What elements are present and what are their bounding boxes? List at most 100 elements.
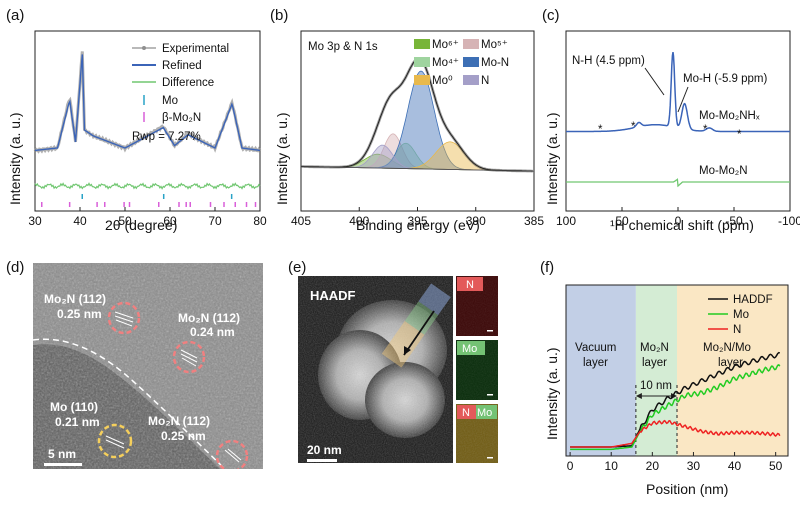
- star-3: *: [703, 124, 708, 136]
- legend-n-f: N: [733, 324, 741, 336]
- panel-d-label: (d): [6, 259, 24, 276]
- tem-circle-3: [97, 423, 133, 459]
- region-mo2n-line2: layer: [642, 357, 667, 369]
- tem-scale-label: 5 nm: [48, 447, 76, 461]
- panel-c-tick-label: 50: [615, 214, 629, 228]
- panel-b-legend: Mo⁶⁺ Mo⁵⁺ Mo⁴⁺ Mo-N Mo⁰ N: [414, 39, 509, 87]
- panel-f-tick-label: 10: [605, 459, 619, 473]
- haadf-scan-arrowhead: [404, 346, 411, 355]
- star-2: *: [631, 121, 636, 133]
- series-mo-mo2n: [566, 178, 790, 188]
- region-mo2nmo-line1: Mo₂N/Mo: [703, 342, 751, 354]
- region-vacuum-line1: Vacuum: [575, 342, 616, 354]
- panel-a-tick-label: 70: [208, 214, 222, 228]
- tem-ann-4-line1: Mo₂N (112): [148, 414, 210, 428]
- panel-a-xlabel: 2θ (degree): [105, 217, 177, 233]
- tem-ann-4-line2: 0.25 nm: [161, 429, 206, 443]
- tem-boundary-line: [33, 338, 226, 469]
- legend-mo0-swatch: [414, 75, 430, 85]
- region-1: [635, 285, 677, 456]
- haadf-linescan-box: [381, 283, 451, 368]
- tem-ann-2-line2: 0.24 nm: [190, 325, 235, 339]
- panel-e-label: (e): [288, 259, 306, 276]
- legend-mo-f: Mo: [733, 309, 749, 321]
- legend-difference: Difference: [162, 77, 214, 89]
- panel-c-label: (c): [542, 7, 560, 24]
- panel-b-xlabel: Binding energy (eV): [356, 217, 480, 233]
- legend-mo5-swatch: [463, 39, 479, 49]
- panel-b-ylabel: Intensity (a. u.): [274, 112, 290, 205]
- map-mo-label: Mo: [462, 343, 477, 355]
- panel-f-tick-label: 50: [769, 459, 783, 473]
- panel-f-plot: [566, 285, 788, 456]
- thickness-arrowhead-left: [635, 393, 642, 399]
- annotation-moh-pointer: [677, 86, 689, 113]
- tem-ann-1-line2: 0.25 nm: [57, 307, 102, 321]
- panel-c-tick-label: 0: [675, 214, 682, 228]
- annotation-moh: Mo-H (-5.9 ppm): [683, 73, 768, 85]
- series-difference: [34, 182, 261, 190]
- panel-e: (e) HAADF 20 nm N: [288, 259, 498, 463]
- series-label-mo-mo2n: Mo-Mo₂N: [699, 165, 748, 177]
- panel-f-label: (f): [540, 259, 554, 276]
- panel-c-tick-label: -100: [778, 214, 800, 228]
- legend-experimental-marker: [142, 46, 146, 50]
- panel-b-label: (b): [270, 7, 288, 24]
- tem-ann-1-line1: Mo₂N (112): [44, 292, 106, 306]
- panel-f-xticks: 0 10 20 30 40 50: [567, 452, 783, 473]
- legend-mo0: Mo⁰: [432, 75, 453, 87]
- haadf-scale-bar: [307, 459, 337, 462]
- series-n: [570, 419, 781, 448]
- legend-n: N: [481, 75, 489, 87]
- map-overlay-n-tag: [457, 405, 476, 419]
- panel-a-tick-label: 50: [118, 214, 132, 228]
- panel-f-tick-label: 40: [728, 459, 742, 473]
- tem-scale-bar: [44, 463, 82, 466]
- series-label-mo-mo2nhx: Mo-Mo₂NHₓ: [699, 110, 760, 122]
- legend-mon-swatch: [463, 57, 479, 67]
- panel-b-tick-label: 395: [407, 214, 427, 228]
- legend-mo6-swatch: [414, 39, 430, 49]
- map-n-tag: [457, 277, 483, 291]
- tem-lattice-fringes: [105, 311, 242, 463]
- star-1: *: [598, 124, 603, 136]
- region-mo2nmo-line2: layer: [718, 357, 743, 369]
- legend-mo2n: β-Mo₂N: [162, 112, 201, 124]
- panel-c-xlabel: ¹H chemical shift (ppm): [610, 217, 754, 233]
- panel-a-ylabel: Intensity (a. u.): [7, 112, 23, 205]
- map-mo-tag: [457, 341, 485, 355]
- series-mo-mo2nhx: [566, 51, 790, 133]
- panel-a-tick-label: 40: [73, 214, 87, 228]
- component-3: [300, 70, 535, 172]
- panel-c-xticks: 100 50 0 -50 -100: [556, 207, 800, 228]
- panel-b-title: Mo 3p & N 1s: [308, 41, 378, 53]
- eds-map-n: N: [456, 276, 498, 336]
- panel-a-tick-label: 60: [163, 214, 177, 228]
- legend-n-swatch: [463, 75, 479, 85]
- panel-b-tick-label: 405: [291, 214, 311, 228]
- haadf-title: HAADF: [310, 288, 356, 303]
- legend-experimental: Experimental: [162, 43, 229, 55]
- legend-mo: Mo: [162, 95, 178, 107]
- haadf-scale-label: 20 nm: [307, 443, 342, 457]
- annotation-nh: N-H (4.5 ppm): [572, 55, 645, 67]
- panel-a-label: (a): [6, 7, 24, 24]
- tem-image: Mo₂N (112) 0.25 nm Mo₂N (112) 0.24 nm Mo…: [33, 263, 263, 469]
- eds-map-overlay: N Mo: [456, 404, 498, 463]
- star-4: *: [737, 129, 742, 141]
- panel-f-tick-label: 0: [567, 459, 574, 473]
- tem-ann-3-line2: 0.21 nm: [55, 415, 100, 429]
- panel-a-legend: Experimental Refined Difference Mo β-Mo₂…: [132, 43, 229, 143]
- panel-f-tick-label: 20: [646, 459, 660, 473]
- panel-c-tick-label: 100: [556, 214, 576, 228]
- panel-a-plot: [33, 51, 262, 207]
- series-mo: [570, 363, 781, 451]
- panel-c-plot: [566, 51, 790, 188]
- panel-a-tick-label: 80: [253, 214, 267, 228]
- map-overlay-mo-label: Mo: [477, 407, 492, 419]
- panel-b-xticks: 405 400 395 390 385: [291, 207, 544, 228]
- panel-a: (a) Intensity (a. u.) 30 40 50 60 70 80 2θ (d…: [6, 7, 267, 233]
- tem-ann-2-line1: Mo₂N (112): [178, 311, 240, 325]
- panel-b-tick-label: 400: [349, 214, 369, 228]
- series-refined: [34, 54, 261, 152]
